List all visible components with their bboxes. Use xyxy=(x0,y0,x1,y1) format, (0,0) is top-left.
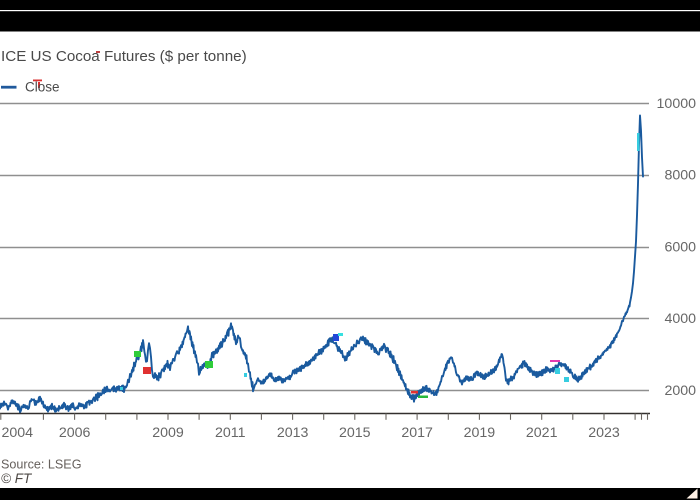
svg-text:ICE US Cocoa Futures ($ per to: ICE US Cocoa Futures ($ per tonne) xyxy=(1,48,247,65)
svg-text:2006: 2006 xyxy=(59,425,91,441)
svg-text:Source: LSEG: Source: LSEG xyxy=(1,458,82,472)
svg-text:4000: 4000 xyxy=(664,311,696,327)
svg-text:2011: 2011 xyxy=(215,425,246,441)
svg-text:2019: 2019 xyxy=(464,425,496,441)
svg-text:10000: 10000 xyxy=(657,96,697,112)
svg-text:8000: 8000 xyxy=(664,168,696,184)
svg-text:Close: Close xyxy=(25,80,60,95)
svg-text:2017: 2017 xyxy=(401,425,433,441)
svg-text:2013: 2013 xyxy=(277,425,309,441)
svg-text:2015: 2015 xyxy=(339,425,371,441)
svg-text:2009: 2009 xyxy=(152,425,184,441)
svg-text:2021: 2021 xyxy=(526,425,558,441)
svg-text:6000: 6000 xyxy=(664,239,696,255)
svg-text:2023: 2023 xyxy=(588,425,620,441)
svg-text:2004: 2004 xyxy=(2,425,34,441)
svg-text:2000: 2000 xyxy=(664,383,696,399)
svg-text:© FT: © FT xyxy=(1,471,33,486)
